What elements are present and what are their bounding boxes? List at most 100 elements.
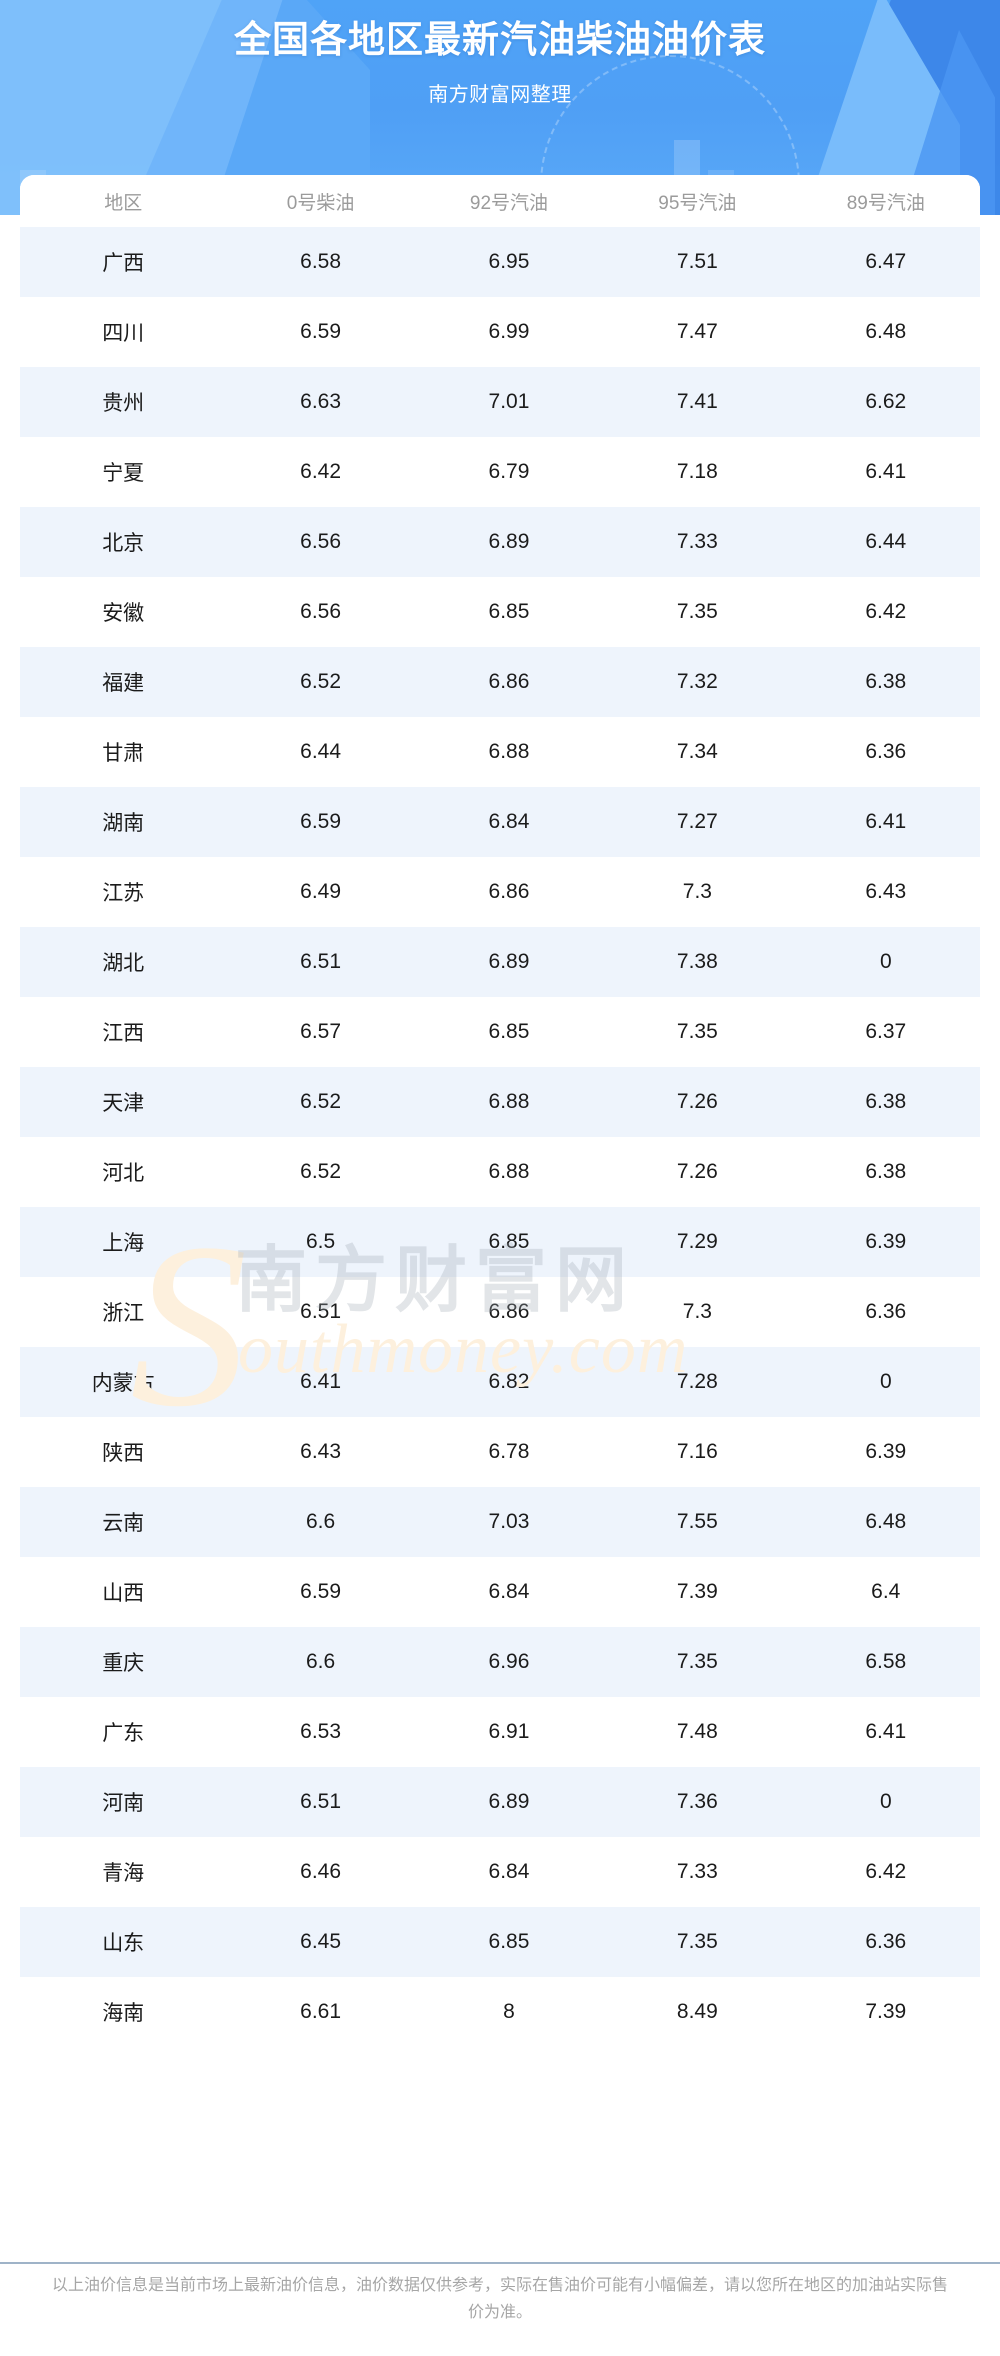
table-row: 甘肃 6.44 6.88 7.34 6.36	[20, 717, 980, 787]
cell-gas-92: 8	[503, 2000, 515, 2023]
cell-gas-89: 6.42	[865, 1860, 907, 1883]
footer: 以上油价信息是当前市场上最新油价信息，油价数据仅供参考，实际在售油价可能有小幅偏…	[0, 2272, 1000, 2326]
cell-gas-95: 7.41	[676, 390, 718, 413]
cell-gas-92: 6.89	[488, 950, 530, 973]
cell-region: 甘肃	[102, 742, 145, 765]
cell-gas-89: 6.36	[865, 1300, 907, 1323]
cell-diesel-0: 6.6	[305, 1510, 336, 1533]
cell-region: 内蒙古	[91, 1372, 155, 1395]
cell-diesel-0: 6.5	[305, 1230, 336, 1253]
table-row: 湖北 6.51 6.89 7.38 0	[20, 927, 980, 997]
cell-region: 北京	[102, 532, 145, 555]
table-row: 山东 6.45 6.85 7.35 6.36	[20, 1907, 980, 1977]
cell-gas-92: 6.88	[488, 740, 530, 763]
cell-gas-95: 7.35	[676, 1650, 718, 1673]
column-header-diesel-0: 0号柴油	[226, 175, 415, 227]
page-subtitle: 南方财富网整理	[428, 84, 572, 106]
cell-gas-95: 7.26	[676, 1160, 718, 1183]
cell-gas-89: 6.36	[865, 740, 907, 763]
cell-gas-89: 6.41	[865, 1720, 907, 1743]
cell-region: 青海	[102, 1862, 145, 1885]
cell-region: 贵州	[102, 392, 145, 415]
cell-gas-95: 7.26	[676, 1090, 718, 1113]
cell-diesel-0: 6.51	[300, 950, 342, 973]
table-row: 广西 6.58 6.95 7.51 6.47	[20, 227, 980, 297]
cell-region: 重庆	[102, 1652, 145, 1675]
cell-gas-89: 6.39	[865, 1440, 907, 1463]
cell-gas-89: 6.58	[865, 1650, 907, 1673]
cell-gas-92: 6.91	[488, 1720, 530, 1743]
table-row: 内蒙古 6.41 6.82 7.28 0	[20, 1347, 980, 1417]
cell-diesel-0: 6.53	[300, 1720, 342, 1743]
cell-gas-92: 6.85	[488, 600, 530, 623]
cell-diesel-0: 6.59	[300, 1580, 342, 1603]
cell-diesel-0: 6.49	[300, 880, 342, 903]
table-row: 海南 6.61 8 8.49 7.39	[20, 1977, 980, 2047]
cell-gas-95: 7.35	[676, 600, 718, 623]
cell-diesel-0: 6.52	[300, 1090, 342, 1113]
cell-gas-95: 7.29	[676, 1230, 718, 1253]
cell-gas-92: 6.84	[488, 1860, 530, 1883]
cell-gas-95: 7.33	[676, 1860, 718, 1883]
cell-diesel-0: 6.61	[300, 2000, 342, 2023]
cell-diesel-0: 6.41	[300, 1370, 342, 1393]
cell-gas-92: 6.95	[488, 250, 530, 273]
cell-gas-95: 7.18	[676, 460, 718, 483]
cell-gas-92: 6.85	[488, 1020, 530, 1043]
cell-gas-89: 6.41	[865, 460, 907, 483]
cell-gas-92: 6.86	[488, 670, 530, 693]
cell-region: 山东	[102, 1932, 145, 1955]
cell-gas-95: 7.33	[676, 530, 718, 553]
cell-gas-92: 6.84	[488, 1580, 530, 1603]
table-row: 安徽 6.56 6.85 7.35 6.42	[20, 577, 980, 647]
cell-region: 山西	[102, 1582, 145, 1605]
cell-region: 宁夏	[102, 462, 145, 485]
cell-diesel-0: 6.43	[300, 1440, 342, 1463]
cell-gas-92: 6.78	[488, 1440, 530, 1463]
cell-diesel-0: 6.42	[300, 460, 342, 483]
cell-gas-95: 7.47	[676, 320, 718, 343]
table-row: 福建 6.52 6.86 7.32 6.38	[20, 647, 980, 717]
cell-region: 天津	[102, 1092, 145, 1115]
cell-gas-89: 6.48	[865, 1510, 907, 1533]
cell-gas-95: 7.55	[676, 1510, 718, 1533]
cell-gas-92: 7.01	[488, 390, 530, 413]
cell-gas-89: 6.43	[865, 880, 907, 903]
cell-diesel-0: 6.56	[300, 600, 342, 623]
table-row: 北京 6.56 6.89 7.33 6.44	[20, 507, 980, 577]
cell-gas-92: 6.88	[488, 1160, 530, 1183]
cell-diesel-0: 6.56	[300, 530, 342, 553]
cell-diesel-0: 6.52	[300, 1160, 342, 1183]
cell-diesel-0: 6.63	[300, 390, 342, 413]
cell-region: 四川	[102, 322, 145, 345]
cell-region: 海南	[102, 2002, 145, 2025]
cell-gas-89: 6.62	[865, 390, 907, 413]
cell-region: 湖北	[102, 952, 145, 975]
fuel-price-table: 地区 0号柴油 92号汽油 95号汽油 89号汽油 广西 6.58 6.95 7.51…	[20, 175, 980, 2047]
cell-gas-89: 6.38	[865, 1090, 907, 1113]
cell-diesel-0: 6.58	[300, 250, 342, 273]
column-header-gas-89: 89号汽油	[791, 175, 980, 227]
cell-gas-95: 7.3	[682, 1300, 712, 1323]
table-row: 湖南 6.59 6.84 7.27 6.41	[20, 787, 980, 857]
table-row: 陕西 6.43 6.78 7.16 6.39	[20, 1417, 980, 1487]
cell-diesel-0: 6.45	[300, 1930, 342, 1953]
cell-region: 江苏	[102, 882, 145, 905]
cell-region: 广西	[102, 252, 145, 275]
cell-region: 广东	[102, 1722, 145, 1745]
table-head: 地区 0号柴油 92号汽油 95号汽油 89号汽油	[20, 175, 980, 227]
cell-gas-89: 6.38	[865, 670, 907, 693]
table-header-row: 地区 0号柴油 92号汽油 95号汽油 89号汽油	[20, 175, 980, 227]
cell-region: 江西	[102, 1022, 145, 1045]
cell-gas-95: 7.28	[676, 1370, 718, 1393]
cell-gas-95: 7.16	[676, 1440, 718, 1463]
table-row: 浙江 6.51 6.86 7.3 6.36	[20, 1277, 980, 1347]
table-row: 广东 6.53 6.91 7.48 6.41	[20, 1697, 980, 1767]
cell-gas-92: 6.89	[488, 1790, 530, 1813]
table-row: 江苏 6.49 6.86 7.3 6.43	[20, 857, 980, 927]
cell-gas-95: 7.27	[676, 810, 718, 833]
cell-gas-95: 7.51	[676, 250, 718, 273]
price-table-card: 地区 0号柴油 92号汽油 95号汽油 89号汽油 广西 6.58 6.95 7.51…	[20, 175, 980, 2047]
cell-gas-95: 7.32	[676, 670, 718, 693]
